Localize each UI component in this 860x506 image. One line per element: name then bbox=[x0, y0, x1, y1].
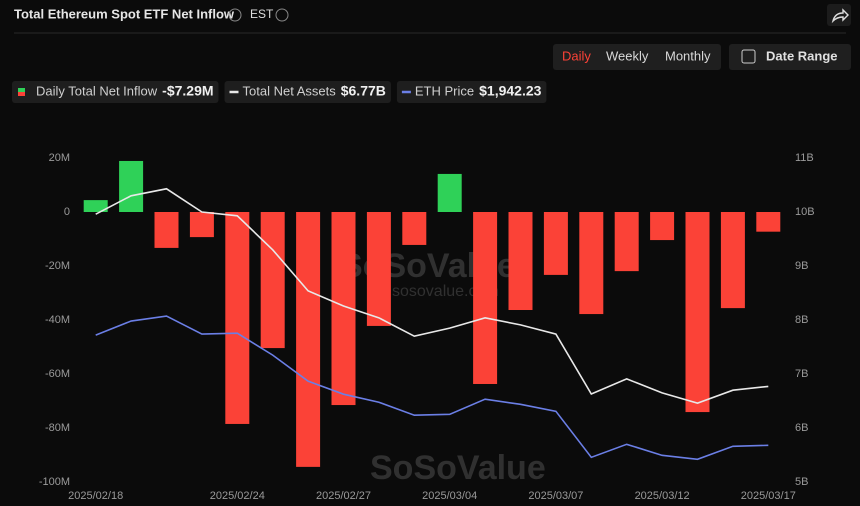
bar bbox=[366, 212, 391, 326]
date-range[interactable]: Date Range bbox=[766, 48, 838, 63]
bar bbox=[720, 212, 745, 309]
bar bbox=[650, 212, 675, 241]
timezone: EST bbox=[250, 7, 274, 21]
y-tick-label: 0 bbox=[64, 206, 70, 218]
x-tick-label: 2025/03/04 bbox=[422, 490, 477, 502]
bar bbox=[508, 212, 533, 311]
bar bbox=[83, 200, 108, 212]
tab[interactable]: Daily bbox=[562, 48, 591, 63]
legend-item: ETH Price $1,942.23 bbox=[396, 81, 547, 103]
legend-label: Daily Total Net Inflow bbox=[36, 83, 158, 98]
legend-label: ETH Price bbox=[415, 83, 474, 98]
tab[interactable]: Monthly bbox=[665, 48, 711, 63]
legend-box bbox=[396, 81, 547, 103]
bar bbox=[473, 212, 498, 384]
bar bbox=[260, 212, 285, 349]
bar bbox=[685, 212, 710, 413]
y-tick-label: 20M bbox=[49, 152, 70, 164]
y2-tick-label: 5B bbox=[795, 476, 808, 488]
bar bbox=[579, 212, 604, 315]
y-tick-label: -60M bbox=[45, 368, 70, 380]
y-tick-label: -40M bbox=[45, 314, 70, 326]
y2-tick-label: 6B bbox=[795, 422, 808, 434]
legend-item: Daily Total Net Inflow -$7.29M bbox=[12, 81, 219, 103]
bar bbox=[225, 212, 250, 424]
x-tick-label: 2025/03/07 bbox=[528, 490, 583, 502]
y-tick-label: -20M bbox=[45, 260, 70, 272]
legend-box bbox=[224, 81, 391, 103]
legend-item: Total Net Assets $6.77B bbox=[224, 81, 391, 103]
y-tick-label: -80M bbox=[45, 422, 70, 434]
bar bbox=[543, 212, 568, 275]
line bbox=[95, 315, 769, 461]
chart-title: Total Ethereum Spot ETF Net Inflow bbox=[14, 6, 235, 21]
date-range-button[interactable] bbox=[729, 44, 851, 70]
bar bbox=[402, 212, 427, 245]
x-tick-label: 2025/03/12 bbox=[635, 490, 690, 502]
tabs: Daily Weekly Monthly bbox=[562, 48, 711, 63]
x-tick-label: 2025/03/17 bbox=[741, 490, 796, 502]
bar bbox=[756, 212, 781, 232]
bar bbox=[119, 160, 144, 212]
info-icon[interactable] bbox=[228, 8, 242, 22]
tab[interactable]: Weekly bbox=[606, 48, 649, 63]
legend-value: -$7.29M bbox=[162, 83, 213, 99]
calendar-icon bbox=[741, 49, 756, 64]
legend-value: $6.77B bbox=[341, 83, 386, 99]
x-tick-label: 2025/02/24 bbox=[210, 490, 265, 502]
legend-value: $1,942.23 bbox=[479, 83, 541, 99]
info-icon[interactable] bbox=[275, 8, 289, 22]
share-icon bbox=[831, 8, 849, 24]
y2-tick-label: 10B bbox=[795, 206, 815, 218]
line bbox=[95, 187, 769, 405]
y2-tick-label: 8B bbox=[795, 314, 808, 326]
y2-tick-label: 9B bbox=[795, 260, 808, 272]
tab-group bbox=[553, 44, 721, 70]
legend-swatch bbox=[18, 88, 25, 92]
watermark: SoSoValue bbox=[370, 449, 546, 487]
legend-label: Total Net Assets bbox=[243, 83, 337, 98]
bar bbox=[296, 212, 321, 467]
watermark: sosovalue.com bbox=[392, 283, 499, 300]
x-tick-label: 2025/02/18 bbox=[68, 490, 123, 502]
bar bbox=[189, 212, 214, 238]
legend-box bbox=[12, 81, 219, 103]
bar bbox=[437, 173, 462, 212]
bar bbox=[614, 212, 639, 272]
y2-tick-label: 7B bbox=[795, 368, 808, 380]
y-tick-label: -100M bbox=[39, 476, 70, 488]
y2-tick-label: 11B bbox=[795, 152, 814, 164]
legend-swatch bbox=[18, 92, 25, 96]
x-tick-label: 2025/02/27 bbox=[316, 490, 371, 502]
legend: Daily Total Net Inflow -$7.29M Total Net A… bbox=[12, 81, 547, 103]
bar bbox=[154, 212, 179, 248]
